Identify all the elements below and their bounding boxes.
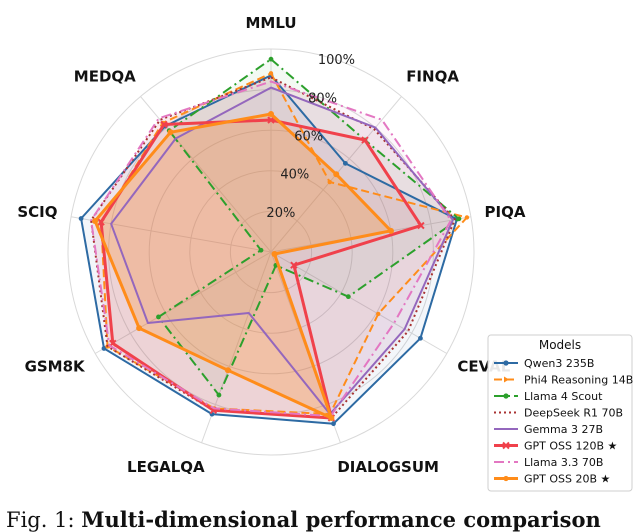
series-line-2 [157, 58, 460, 397]
point-7-1 [333, 171, 340, 178]
point-1-3 [376, 311, 381, 317]
legend-label-7: GPT OSS 20B ★ [524, 473, 611, 486]
legend-label-4: Gemma 3 27B [524, 423, 603, 436]
point-5-8 [160, 120, 168, 129]
legend-title: Models [539, 338, 581, 352]
point-7-7 [92, 217, 99, 224]
category-label-mmlu: MMLU [245, 14, 296, 32]
category-label-legalqa: LEGALQA [127, 458, 205, 476]
category-label-finqa: FINQA [406, 68, 459, 86]
point-7-5 [224, 367, 231, 374]
point-5-2 [417, 221, 425, 230]
point-5-0 [267, 116, 275, 124]
series-fill-6 [91, 81, 451, 417]
point-7-8 [167, 129, 174, 136]
series-line-5 [99, 118, 423, 420]
tick-label-80: 80% [308, 91, 337, 106]
category-label-medqa: MEDQA [74, 68, 136, 86]
point-2-6 [156, 314, 161, 320]
spoke-ceval [270, 251, 448, 354]
category-label-dialogsum: DIALOGSUM [337, 458, 439, 476]
legend-marker-7 [503, 475, 509, 482]
point-7-2 [387, 227, 394, 234]
tick-label-40: 40% [280, 168, 309, 183]
spoke-gsm8k [94, 251, 272, 354]
point-0-7 [78, 216, 84, 221]
series-fill-2 [158, 59, 459, 396]
tick-label-20: 20% [266, 206, 295, 221]
series-line-4 [110, 86, 454, 416]
point-7-0 [268, 110, 274, 117]
point-2-2 [456, 216, 462, 222]
caption-bold: Multi-dimensional performance comparison [81, 507, 601, 532]
point-5-3 [290, 261, 298, 269]
series-line-6 [90, 80, 452, 418]
legend-label-5: GPT OSS 120B ★ [524, 440, 618, 453]
legend-box [487, 334, 633, 492]
series-fill-3 [91, 77, 455, 419]
legend-marker-0 [503, 360, 509, 366]
point-0-3 [418, 335, 423, 341]
point-2-5 [216, 392, 222, 398]
point-1-1 [327, 179, 332, 185]
point-7-3 [271, 251, 278, 258]
legend-label-0: Qwen3 235B [524, 357, 594, 370]
series-fill-4 [111, 87, 453, 415]
spoke-sciq [70, 216, 272, 253]
legend-marker-1 [504, 376, 509, 383]
tick-label-60: 60% [294, 130, 323, 145]
series-fill-1 [101, 73, 467, 415]
point-2-0 [268, 56, 274, 62]
radial-tick-labels: 20% 40% 60% 80% 100% [266, 53, 355, 221]
category-labels: MMLUFINQAPIQACEVALDIALOGSUMLEGALQAGSM8KS… [17, 14, 526, 476]
figure-caption: Fig. 1: Multi-dimensional performance co… [6, 507, 601, 532]
point-2-3 [345, 294, 351, 300]
legend-label-3: DeepSeek R1 70B [524, 407, 623, 420]
point-1-2 [464, 215, 470, 220]
legend-marker-2 [503, 393, 509, 399]
legend-label-2: Llama 4 Scout [524, 390, 603, 403]
point-7-6 [136, 325, 143, 332]
point-5-1 [361, 136, 369, 144]
point-2-7 [258, 247, 264, 253]
series-lines [78, 56, 470, 427]
series-fill-0 [81, 75, 457, 424]
category-label-gsm8k: GSM8K [25, 358, 86, 376]
point-1-0 [268, 71, 274, 76]
point-7-4 [328, 414, 335, 421]
series-fill-5 [101, 120, 421, 418]
legend-label-6: Llama 3.3 70B [524, 456, 603, 469]
point-0-6 [101, 346, 107, 351]
caption-prefix: Fig. 1: [6, 508, 82, 532]
legend-label-1: Phi4 Reasoning 14B [524, 374, 633, 387]
point-0-4 [331, 421, 336, 427]
point-5-7 [97, 218, 105, 226]
legend: Models Qwen3 235B Phi4 Reasoning 14B Llama … [487, 334, 633, 492]
point-0-1 [342, 160, 348, 166]
series-line-7 [93, 112, 393, 420]
category-label-sciq: SCIQ [17, 203, 57, 221]
legend-marker-5 [502, 441, 510, 450]
category-label-piqa: PIQA [485, 203, 526, 221]
tick-label-100: 100% [318, 53, 355, 68]
